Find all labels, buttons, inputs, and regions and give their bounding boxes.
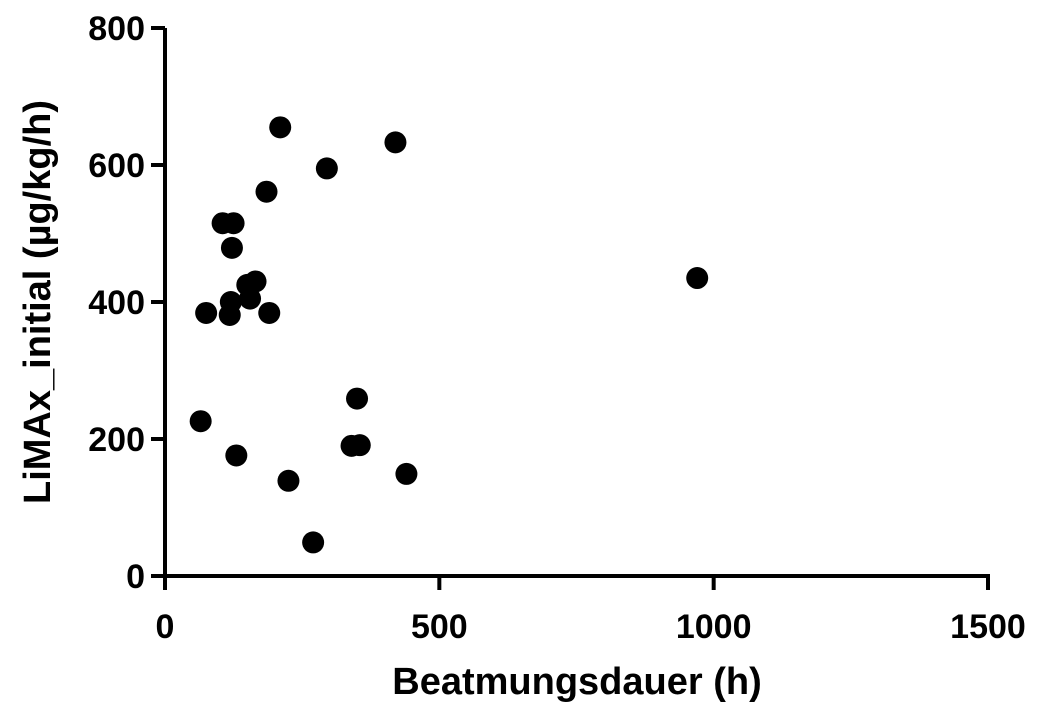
x-tick-label: 1000 [676, 608, 752, 646]
y-tick-label: 400 [88, 284, 145, 322]
data-point [315, 157, 338, 180]
data-points [189, 116, 709, 554]
data-point [384, 131, 407, 154]
data-point [258, 301, 281, 324]
data-point [302, 531, 325, 554]
y-tick-label: 0 [126, 558, 145, 596]
data-point [220, 236, 243, 259]
y-axis-title: LiMAx_initial (µg/kg/h) [17, 100, 59, 504]
data-point [189, 410, 212, 433]
data-point [255, 180, 278, 203]
y-tick-label: 600 [88, 147, 145, 185]
x-axis-title: Beatmungsdauer (h) [392, 661, 761, 703]
x-tick-label: 0 [156, 608, 175, 646]
data-point [222, 212, 245, 235]
x-tick-label: 500 [411, 608, 468, 646]
data-point [346, 387, 369, 410]
data-point [239, 287, 262, 310]
data-point [225, 444, 248, 467]
data-point [195, 301, 218, 324]
data-point [277, 469, 300, 492]
axes: 0 200 400 600 800 0 500 1000 1500 [88, 10, 1026, 646]
data-point [686, 267, 709, 290]
x-tick-label: 1500 [950, 608, 1026, 646]
y-tick-label: 800 [88, 10, 145, 48]
data-point [348, 434, 371, 457]
data-point [269, 116, 292, 139]
data-point [218, 304, 241, 327]
data-point [395, 462, 418, 485]
y-tick-label: 200 [88, 421, 145, 459]
